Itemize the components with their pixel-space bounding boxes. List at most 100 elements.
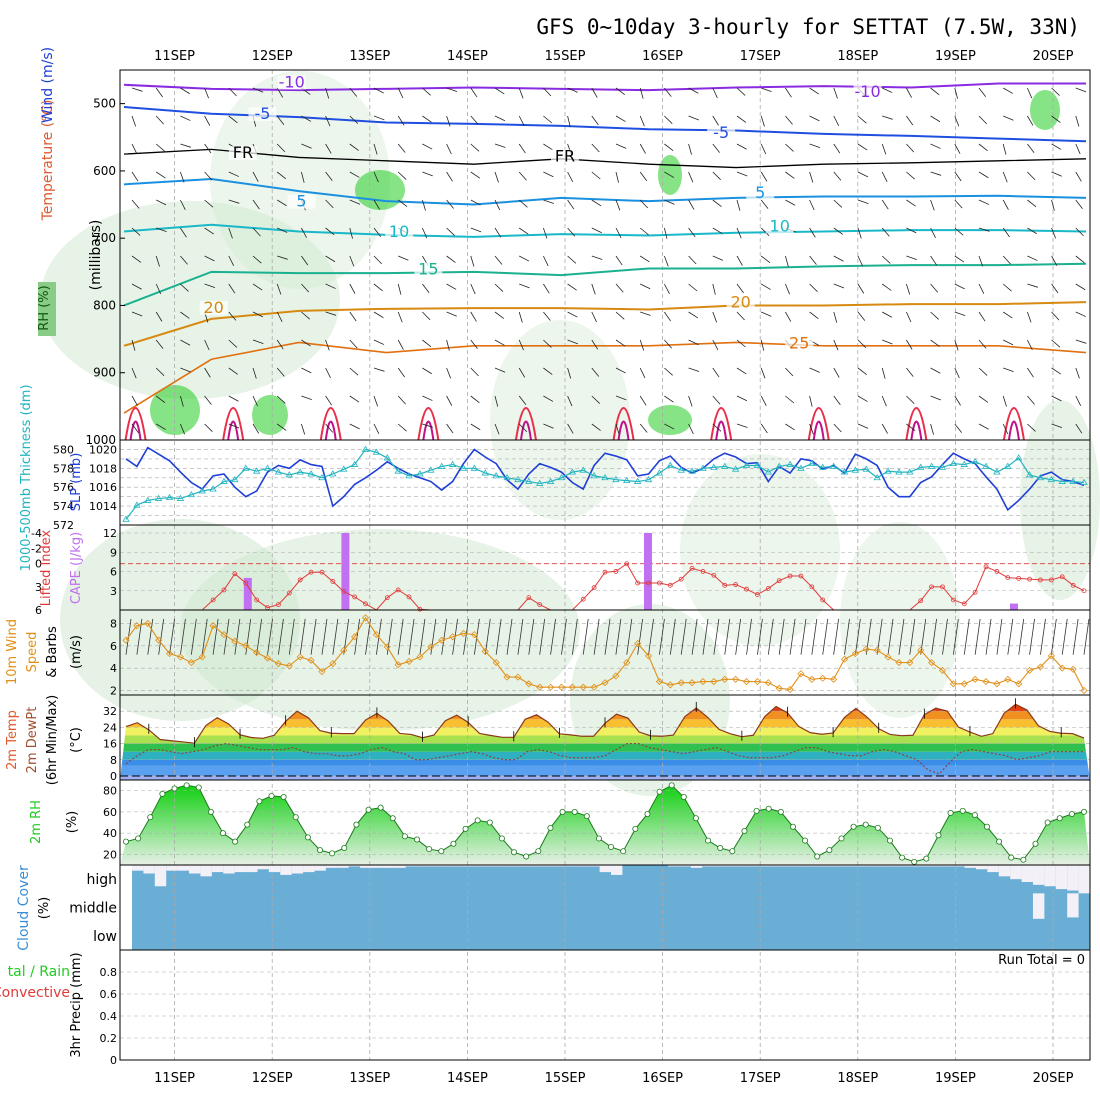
lifted-index-point (591, 585, 597, 591)
wind-barb (518, 227, 529, 235)
cloud-high-bar (907, 865, 919, 867)
cloud-high-bar (496, 865, 509, 867)
wind-speed-point (873, 646, 881, 654)
date-label-bottom: 13SEP (349, 1071, 390, 1086)
wind-barb (567, 255, 577, 264)
rh-point (632, 825, 639, 832)
thickness-point (1047, 475, 1056, 483)
wind-speed-point (786, 685, 794, 693)
rh-tick: 60 (103, 806, 117, 819)
wind-barb (470, 339, 478, 349)
cloud-high-bar (508, 865, 520, 867)
wind-barb-10m (942, 618, 948, 655)
wind-barb (325, 115, 331, 127)
wind-barb (639, 199, 649, 209)
rh-point (717, 845, 724, 852)
wind-barb-10m (876, 618, 883, 655)
wind-barb (688, 115, 699, 121)
wind-barb-10m (713, 618, 720, 655)
wind-barb (833, 227, 843, 235)
wind-barb (349, 115, 359, 124)
cloud-high-bar (1067, 865, 1079, 891)
wind-speed-point (263, 654, 272, 662)
lifted-index-point (689, 565, 695, 571)
pressure-tick: 500 (93, 97, 116, 111)
wind-barb (688, 227, 696, 238)
isotherm-line (123, 262, 1087, 307)
isotherm-label-bg (385, 224, 414, 239)
cloud-high-bar (531, 865, 543, 867)
cloud-high-bar (325, 865, 338, 868)
slp-tick: 1020 (89, 443, 117, 456)
wind-barb (470, 227, 482, 233)
wind-barb (373, 339, 385, 345)
cloud-high-bar (280, 865, 292, 875)
cloud-high-bar (998, 865, 1011, 877)
wind-barb (591, 423, 601, 431)
wind-barb (1075, 227, 1084, 237)
wind-barb (978, 423, 989, 430)
lifted-index-point (537, 602, 543, 607)
wind-barb-10m (278, 618, 284, 655)
wind-barb (446, 199, 454, 209)
wind-barb (712, 395, 721, 405)
cloud-high-bar (553, 865, 566, 867)
thickness-point (601, 474, 609, 481)
lifted-index-point (1070, 582, 1076, 588)
surface-isotherm (417, 407, 440, 441)
lifted-index-point (667, 582, 673, 588)
isotherm-label-bg (765, 219, 794, 234)
wind-barb (543, 367, 553, 375)
thickness-point (329, 470, 337, 477)
wind-barb (760, 395, 767, 406)
lifted-index-point (744, 586, 749, 592)
cloud-high-bar (588, 865, 600, 867)
wind-barb (591, 367, 600, 377)
wind-barb (156, 199, 167, 206)
cloud-high-bar (941, 865, 954, 867)
wind-barb-10m (288, 618, 295, 655)
lifted-index-point (308, 569, 314, 575)
wind-barb (930, 283, 939, 293)
wind-axis-label-b: Speed (25, 632, 40, 673)
wind-barb-10m (833, 618, 840, 655)
chart-title: GFS 0~10day 3-hourly for SETTAT (7.5W, 3… (536, 15, 1080, 39)
wind-barb (1051, 395, 1062, 402)
wind-barb (591, 311, 597, 323)
wind-barb (664, 367, 673, 376)
wind-barb (301, 423, 306, 435)
date-label-top: 20SEP (1033, 49, 1074, 64)
wind-barb-10m (985, 618, 992, 655)
wind-barb (688, 311, 699, 319)
wind-speed-point (753, 678, 761, 686)
wind-barb (712, 283, 716, 295)
cloud-middle-bar (1067, 893, 1079, 918)
wind-barb (518, 143, 526, 154)
wind-barb (615, 87, 625, 96)
lifted-index-point (940, 584, 945, 590)
cloud-high-bar (736, 865, 748, 867)
wind-barb-10m (724, 618, 731, 655)
lifted-index-point (972, 589, 978, 595)
cloud-high-bar (1055, 865, 1068, 890)
wind-barb (567, 283, 577, 291)
temperature-band (120, 743, 1090, 752)
rh-point (220, 830, 227, 837)
isotherm-label-bg (248, 107, 277, 122)
wind-barb (954, 311, 966, 317)
isotherm-label: -10 (279, 72, 305, 91)
wind-barb (809, 367, 820, 373)
wind-barb (228, 395, 239, 402)
wind-barb (809, 283, 818, 292)
wind-speed-point (274, 660, 282, 668)
wind-barb (881, 423, 888, 434)
cloud-high-bar (930, 865, 942, 867)
wind-barb (252, 367, 257, 379)
isotherm-label: 10 (770, 216, 790, 235)
rh-point (195, 784, 202, 791)
surface-isotherm-hot (324, 420, 337, 441)
cloud-high-bar (132, 865, 144, 871)
isotherm-label-bg (746, 185, 775, 200)
cape-bar (643, 533, 652, 610)
wind-barb (736, 255, 743, 266)
